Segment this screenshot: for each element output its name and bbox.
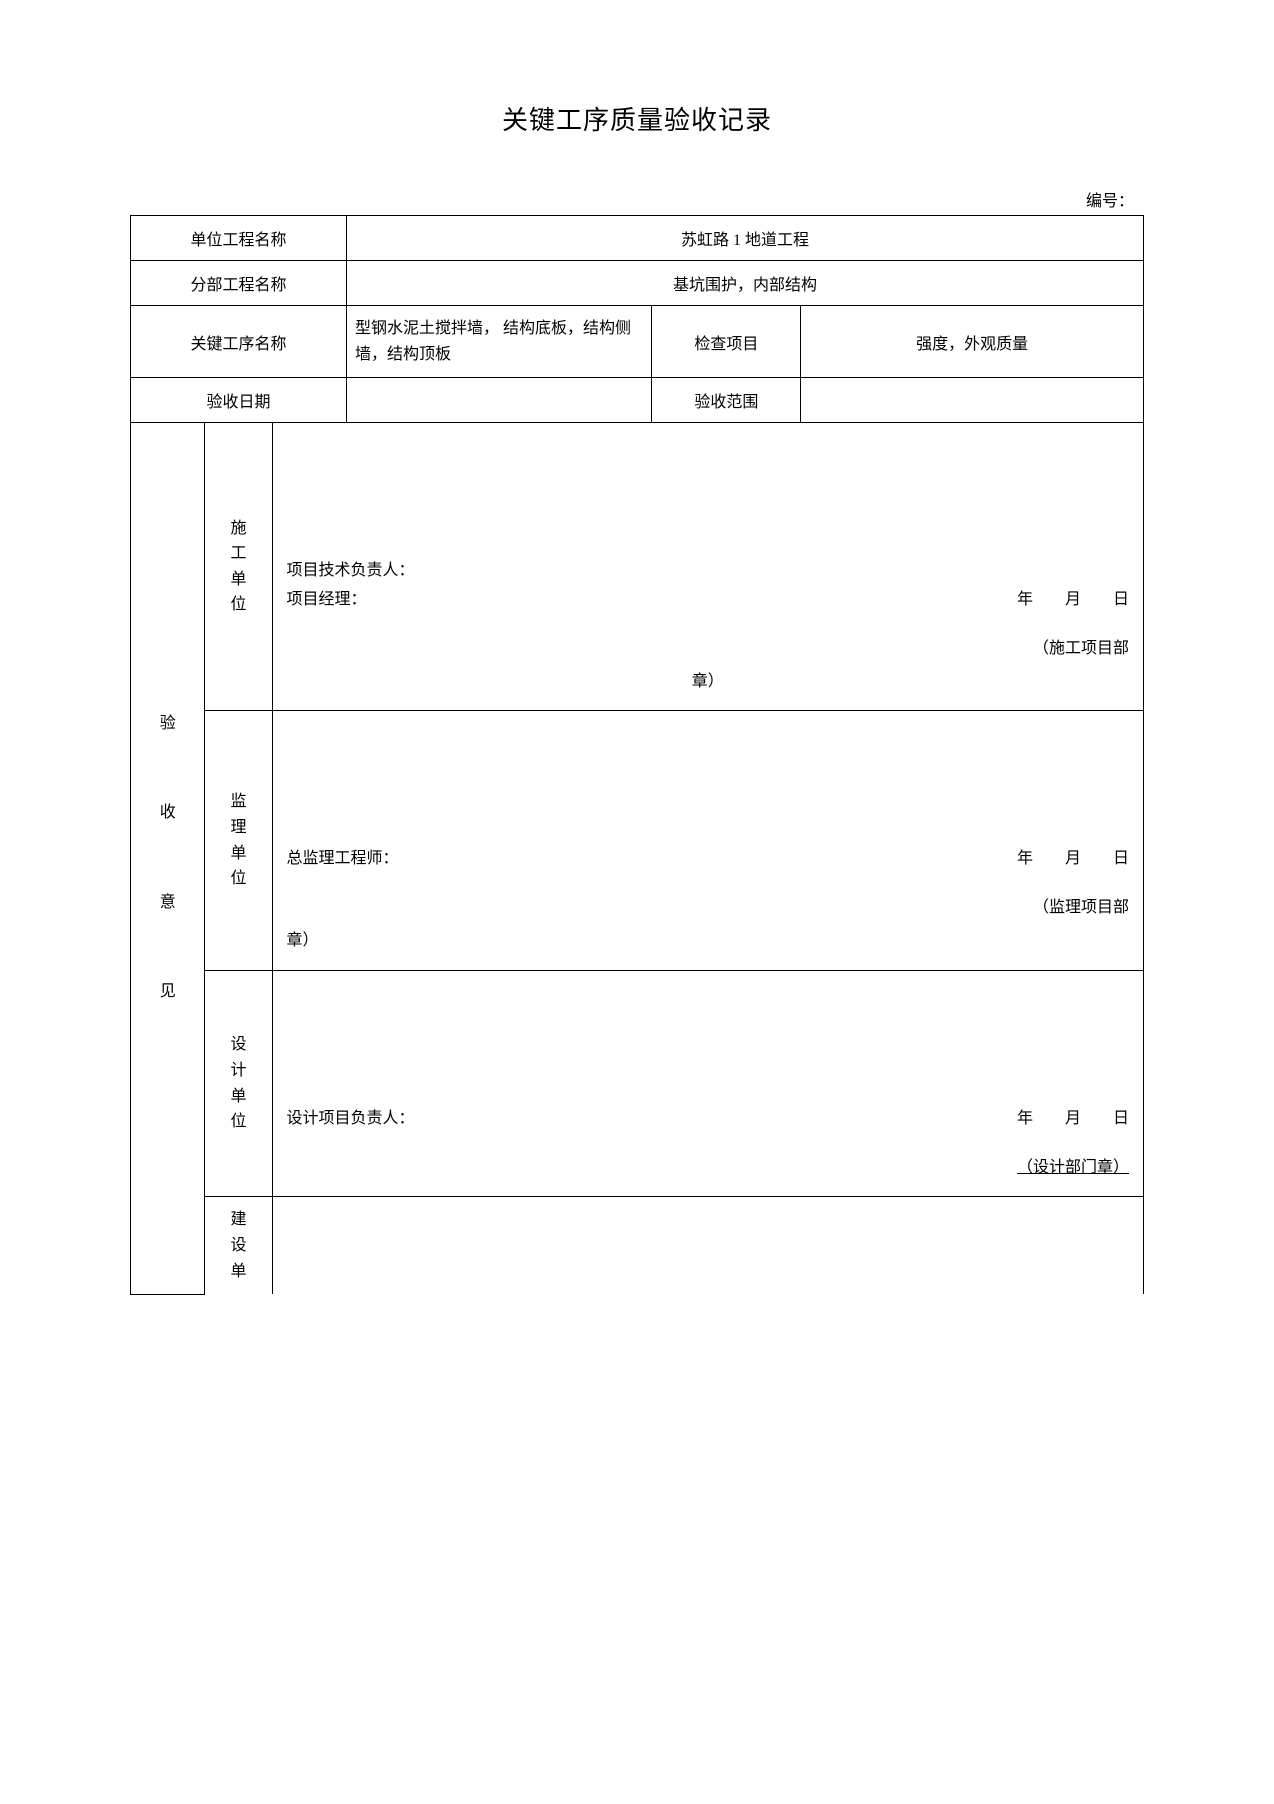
check-item-label: 检查项目: [652, 306, 801, 378]
table-row: 验 收 意 见 施 工 单 位 项目技术负责人： 项目经理： 年 月 日 （施工…: [131, 423, 1144, 711]
construction-owner-signature-cell: [272, 1197, 1144, 1294]
supervision-seal-label-end: 章）: [287, 927, 1130, 956]
acceptance-opinion-label: 验 收 意 见: [131, 423, 205, 1294]
inspection-date-value: [346, 378, 651, 423]
project-manager-line: 项目经理：: [287, 586, 367, 615]
document-number-label: 编号：: [130, 187, 1144, 211]
unit-project-name-label: 单位工程名称: [131, 216, 347, 261]
key-process-name-value: 型钢水泥土搅拌墙， 结构底板，结构侧墙，结构顶板: [346, 306, 651, 378]
design-seal-label: （设计部门章）: [1017, 1159, 1129, 1176]
supervision-unit-signature-cell: 总监理工程师： 年 月 日 （监理项目部 章）: [272, 711, 1144, 970]
table-row: 监 理 单 位 总监理工程师： 年 月 日 （监理项目部 章）: [131, 711, 1144, 970]
supervision-unit-label: 监 理 单 位: [205, 711, 272, 970]
design-lead-line: 设计项目负责人：: [287, 1105, 415, 1134]
table-row: 验收日期 验收范围: [131, 378, 1144, 423]
supervision-seal-label: （监理项目部: [287, 894, 1130, 923]
unit-project-name-value: 苏虹路 1 地道工程: [346, 216, 1143, 261]
date-placeholder: 年 月 日: [1017, 1105, 1129, 1134]
construction-unit-label: 施 工 单 位: [205, 423, 272, 711]
page-title: 关键工序质量验收记录: [130, 100, 1144, 137]
construction-owner-unit-label: 建 设 单: [205, 1197, 272, 1294]
construction-seal-label: （施工项目部: [287, 635, 1130, 664]
date-placeholder: 年 月 日: [1017, 586, 1129, 615]
subproject-name-value: 基坑围护，内部结构: [346, 261, 1143, 306]
construction-unit-signature-cell: 项目技术负责人： 项目经理： 年 月 日 （施工项目部 章）: [272, 423, 1144, 711]
table-row: 关键工序名称 型钢水泥土搅拌墙， 结构底板，结构侧墙，结构顶板 检查项目 强度，…: [131, 306, 1144, 378]
tech-lead-line: 项目技术负责人：: [287, 557, 1130, 586]
key-process-name-label: 关键工序名称: [131, 306, 347, 378]
subproject-name-label: 分部工程名称: [131, 261, 347, 306]
table-row: 分部工程名称 基坑围护，内部结构: [131, 261, 1144, 306]
inspection-scope-label: 验收范围: [652, 378, 801, 423]
chief-supervisor-line: 总监理工程师：: [287, 845, 399, 874]
design-unit-signature-cell: 设计项目负责人： 年 月 日 （设计部门章）: [272, 970, 1144, 1197]
table-row: 建 设 单: [131, 1197, 1144, 1294]
inspection-date-label: 验收日期: [131, 378, 347, 423]
inspection-table: 单位工程名称 苏虹路 1 地道工程 分部工程名称 基坑围护，内部结构 关键工序名…: [130, 215, 1144, 1295]
construction-seal-label-end: 章）: [287, 668, 1130, 697]
check-item-value: 强度，外观质量: [801, 306, 1144, 378]
table-row: 设 计 单 位 设计项目负责人： 年 月 日 （设计部门章）: [131, 970, 1144, 1197]
inspection-scope-value: [801, 378, 1144, 423]
table-row: 单位工程名称 苏虹路 1 地道工程: [131, 216, 1144, 261]
design-unit-label: 设 计 单 位: [205, 970, 272, 1197]
date-placeholder: 年 月 日: [1017, 845, 1129, 874]
